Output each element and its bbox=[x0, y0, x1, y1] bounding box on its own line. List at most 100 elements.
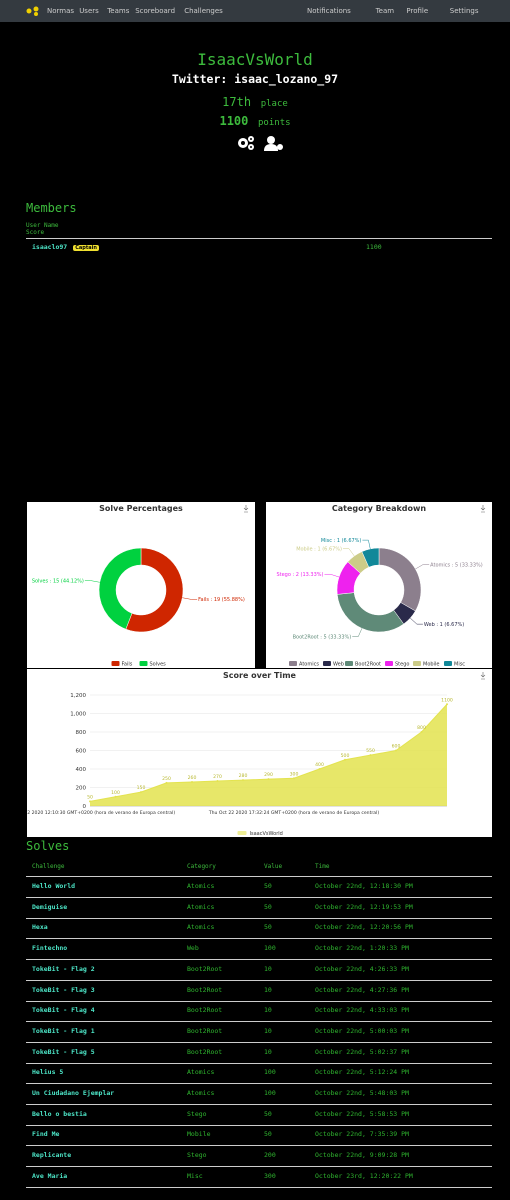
data-label: 500 bbox=[341, 753, 350, 759]
challenge-link[interactable]: TokeBit - Flag 3 bbox=[32, 985, 95, 994]
row-rule bbox=[26, 1041, 492, 1043]
y-tick-label: 1,200 bbox=[70, 693, 86, 699]
solve-cell: Stego bbox=[187, 1109, 207, 1118]
column-header: Challenge bbox=[32, 863, 65, 870]
members-title: Members bbox=[26, 201, 77, 215]
solve-cell: Boot2Root bbox=[187, 1006, 223, 1015]
slice-label: Boot2Root : 5 (33.33%) bbox=[293, 634, 352, 640]
pie-slice bbox=[98, 547, 142, 630]
solve-cell: Atomics bbox=[187, 1068, 215, 1077]
solve-cell: October 22nd, 4:27:36 PM bbox=[315, 985, 409, 994]
solve-cell: 10 bbox=[264, 964, 272, 973]
x-tick-label: Thu Oct 22 2020 17:32:24 GMT+0200 (hora … bbox=[208, 810, 380, 816]
slice-label: Atomics : 5 (33.33%) bbox=[430, 562, 483, 568]
row-rule bbox=[26, 897, 492, 898]
team-icons bbox=[238, 136, 283, 151]
solve-cell: Stego bbox=[187, 1151, 207, 1160]
challenge-link[interactable]: Un Ciudadano Ejemplar bbox=[32, 1089, 115, 1097]
legend-label: Solves bbox=[150, 662, 167, 668]
challenge-link[interactable]: Hexa bbox=[32, 923, 48, 932]
legend-swatch bbox=[323, 661, 331, 666]
nav-link[interactable]: Team bbox=[375, 7, 395, 15]
point bbox=[344, 758, 346, 761]
solve-cell: October 22nd, 4:33:03 PM bbox=[315, 1006, 409, 1015]
point bbox=[191, 780, 193, 783]
solve-cell: 50 bbox=[264, 923, 272, 932]
data-label: 100 bbox=[111, 790, 120, 796]
data-label: 300 bbox=[290, 771, 299, 777]
point bbox=[242, 779, 244, 782]
download-icon[interactable] bbox=[480, 672, 486, 680]
leader-line bbox=[84, 580, 100, 583]
member-link[interactable]: isaaclo97 bbox=[32, 243, 68, 251]
slice-label: Stego : 2 (13.33%) bbox=[276, 572, 323, 578]
leader-line bbox=[343, 548, 355, 557]
challenge-link[interactable]: TokeBit - Flag 4 bbox=[32, 1006, 95, 1015]
plot: Thu Oct 22 2020 12:10:30 GMT+0200 (hora … bbox=[27, 810, 380, 816]
download-icon[interactable] bbox=[480, 505, 486, 513]
solve-cell: 10 bbox=[264, 1026, 272, 1035]
nav-link[interactable]: Scoreboard bbox=[135, 7, 176, 15]
slice-label: Fails : 19 (55.88%) bbox=[198, 597, 245, 603]
legend-label: IsaacVsWorld bbox=[250, 831, 283, 837]
nav-link[interactable]: Teams bbox=[107, 7, 130, 15]
challenge-link[interactable]: TokeBit - Flag 1 bbox=[32, 1026, 95, 1035]
challenge-link[interactable]: Replicante bbox=[32, 1151, 72, 1160]
data-label: 260 bbox=[188, 775, 197, 781]
solve-cell: October 22nd, 7:35:39 PM bbox=[315, 1130, 409, 1139]
download-icon[interactable] bbox=[243, 505, 249, 513]
challenge-link[interactable]: Hello World bbox=[32, 882, 76, 890]
row-rule bbox=[26, 917, 492, 919]
legend-label: Fails bbox=[122, 662, 133, 668]
leader-line bbox=[415, 564, 430, 570]
row-rule bbox=[26, 1166, 492, 1168]
data-label: 400 bbox=[315, 762, 324, 768]
challenge-link[interactable]: Demiguise bbox=[32, 902, 68, 911]
solve-cell: Atomics bbox=[187, 923, 215, 932]
settings-icon[interactable] bbox=[238, 136, 254, 150]
nav-link[interactable]: Profile bbox=[406, 7, 429, 15]
y-tick-label: 800 bbox=[76, 730, 87, 736]
row-rule bbox=[26, 1104, 492, 1105]
navbar: Normas Users Teams Scoreboard Challenges Noti… bbox=[0, 0, 510, 22]
challenge-link[interactable]: TokeBit - Flag 5 bbox=[32, 1047, 95, 1056]
nav-link[interactable]: Normas bbox=[47, 7, 75, 15]
legend-label: Atomics bbox=[299, 662, 319, 668]
slice-label: Misc : 1 (6.67%) bbox=[321, 538, 362, 544]
data-label: 290 bbox=[264, 772, 273, 778]
solve-cell: October 22nd, 12:18:30 PM bbox=[315, 882, 413, 890]
data-label: 50 bbox=[87, 794, 93, 800]
solve-cell: 50 bbox=[264, 902, 272, 911]
legend-swatch bbox=[139, 661, 148, 666]
row-rule bbox=[26, 1145, 492, 1147]
leader-line bbox=[324, 573, 340, 578]
leader-line bbox=[362, 539, 371, 549]
logo[interactable] bbox=[26, 6, 40, 16]
challenge-link[interactable]: Find Me bbox=[32, 1130, 60, 1139]
row-rule bbox=[26, 1186, 492, 1188]
column-header: Category bbox=[187, 863, 216, 870]
point bbox=[165, 781, 168, 784]
nav-link[interactable]: Settings bbox=[449, 7, 479, 15]
solve-cell: Atomics bbox=[187, 882, 215, 890]
nav-link[interactable]: Notifications bbox=[307, 7, 351, 15]
point bbox=[293, 777, 295, 780]
user-icon[interactable] bbox=[264, 136, 283, 151]
challenge-link[interactable]: Helius 5 bbox=[32, 1068, 64, 1077]
challenge-link[interactable]: Ave Maria bbox=[32, 1171, 68, 1180]
solve-cell: Boot2Root bbox=[187, 964, 223, 973]
legend-swatch bbox=[289, 661, 297, 666]
nav-link[interactable]: Challenges bbox=[184, 7, 223, 15]
challenge-link[interactable]: TokeBit - Flag 2 bbox=[32, 964, 95, 973]
challenge-link[interactable]: Fintechno bbox=[32, 944, 68, 953]
solve-cell: Boot2Root bbox=[187, 985, 223, 994]
chart-box bbox=[27, 502, 255, 668]
solve-cell: Boot2Root bbox=[187, 1047, 223, 1056]
challenge-link[interactable]: Bello o bestia bbox=[32, 1109, 87, 1118]
nav-link[interactable]: Users bbox=[79, 7, 99, 15]
solve-cell: 50 bbox=[264, 1109, 272, 1118]
solve-cell: 10 bbox=[264, 1047, 272, 1056]
solve-cell: October 22nd, 5:58:53 PM bbox=[315, 1109, 409, 1118]
solves-table: Challenge Category Value Time Hello World Ato… bbox=[26, 858, 492, 1198]
